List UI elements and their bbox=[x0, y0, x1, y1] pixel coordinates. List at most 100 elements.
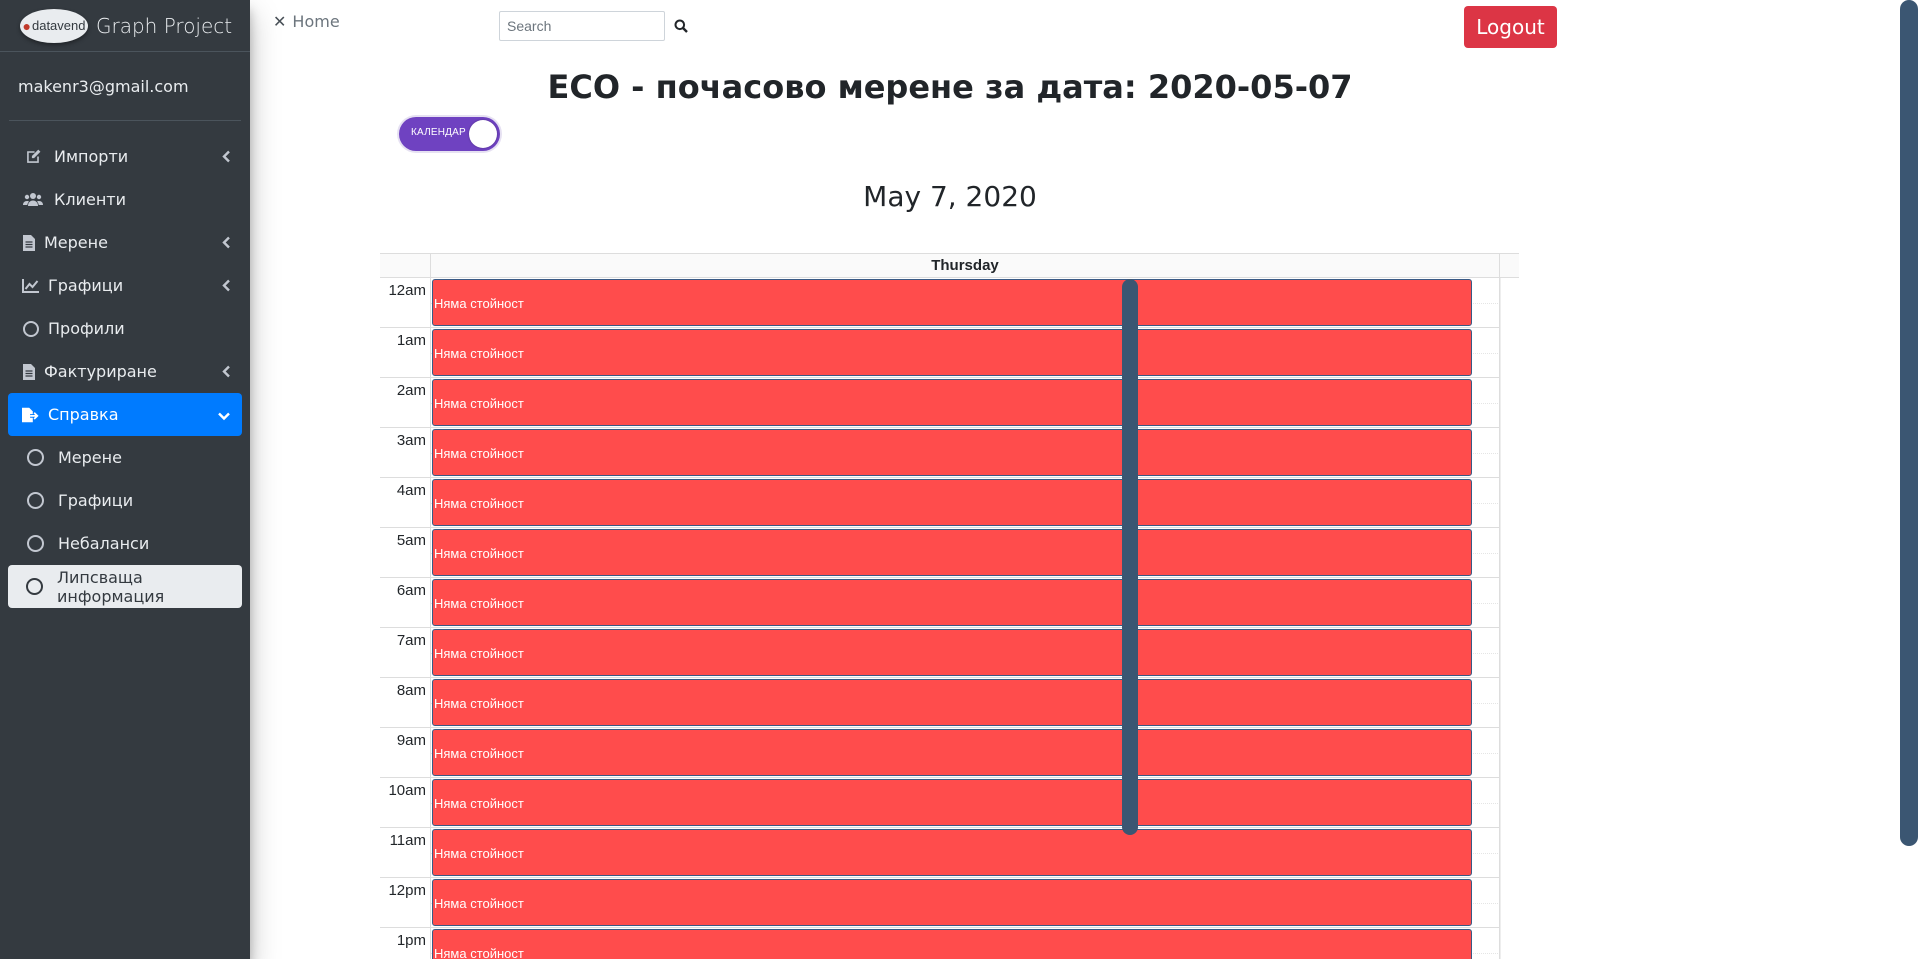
search-icon[interactable] bbox=[667, 11, 695, 41]
time-slot: 4am Няма стойност bbox=[380, 478, 1500, 528]
time-slot: 12am Няма стойност bbox=[380, 278, 1500, 328]
time-label: 12am bbox=[388, 282, 426, 299]
day-calendar: Thursday 12am Няма стойност 1am Няма стойно… bbox=[380, 253, 1519, 959]
brand-link[interactable]: ● datavend Graph Project bbox=[0, 0, 250, 52]
chart-line-icon bbox=[22, 278, 40, 293]
sidebar-item-invoicing[interactable]: Фактуриране bbox=[8, 350, 242, 393]
calendar-scrollbar-track[interactable] bbox=[1500, 278, 1519, 959]
time-slot: 10am Няма стойност bbox=[380, 778, 1500, 828]
time-slot: 9am Няма стойност bbox=[380, 728, 1500, 778]
calendar-scrollbar-thumb[interactable] bbox=[1122, 279, 1138, 835]
column-divider bbox=[1499, 728, 1500, 777]
users-icon bbox=[22, 192, 44, 207]
column-divider bbox=[430, 928, 431, 959]
column-divider bbox=[430, 378, 431, 427]
sidebar-item-measurement[interactable]: Мерене bbox=[8, 221, 242, 264]
calendar-event[interactable]: Няма стойност bbox=[432, 629, 1472, 676]
time-label: 8am bbox=[396, 682, 426, 699]
circle-icon bbox=[22, 320, 40, 337]
time-axis-header bbox=[380, 254, 431, 278]
home-link[interactable]: ✕ Home bbox=[273, 12, 340, 31]
calendar-event[interactable]: Няма стойност bbox=[432, 679, 1472, 726]
toggle-knob bbox=[469, 120, 497, 148]
sidebar-item-label: Небаланси bbox=[58, 534, 150, 553]
circle-icon bbox=[26, 449, 44, 466]
time-label: 2am bbox=[396, 382, 426, 399]
close-icon[interactable]: ✕ bbox=[273, 12, 287, 31]
circle-icon bbox=[26, 535, 44, 552]
search-input[interactable] bbox=[499, 11, 665, 41]
time-slot: 2am Няма стойност bbox=[380, 378, 1500, 428]
chevron-down-icon bbox=[218, 405, 230, 424]
calendar-event[interactable]: Няма стойност bbox=[432, 479, 1472, 526]
day-header: Thursday bbox=[431, 254, 1500, 278]
brand-logo: ● datavend bbox=[20, 8, 88, 43]
column-divider bbox=[1499, 878, 1500, 927]
calendar-event[interactable]: Няма стойност bbox=[432, 779, 1472, 826]
calendar-event[interactable]: Няма стойност bbox=[432, 329, 1472, 376]
sidebar-item-label: Графици bbox=[58, 491, 134, 510]
time-label: 1pm bbox=[396, 932, 426, 949]
chevron-left-icon bbox=[222, 147, 230, 166]
calendar-event[interactable]: Няма стойност bbox=[432, 279, 1472, 326]
sidebar-item-label: Графици bbox=[48, 276, 124, 295]
sidebar-item-label: Импорти bbox=[54, 147, 129, 166]
logout-button[interactable]: Logout bbox=[1464, 6, 1557, 48]
sidebar-subitem-imbalances[interactable]: Небаланси bbox=[8, 522, 242, 565]
sidebar-item-charts[interactable]: Графици bbox=[8, 264, 242, 307]
time-label: 1am bbox=[396, 332, 426, 349]
sidebar: ● datavend Graph Project makenr3@gmail.co… bbox=[0, 0, 250, 959]
circle-icon bbox=[26, 578, 43, 595]
column-divider bbox=[430, 578, 431, 627]
sidebar-item-clients[interactable]: Клиенти bbox=[8, 178, 242, 221]
calendar-event[interactable]: Няма стойност bbox=[432, 579, 1472, 626]
calendar-date-heading: May 7, 2020 bbox=[863, 180, 1037, 213]
time-label: 5am bbox=[396, 532, 426, 549]
column-divider bbox=[430, 778, 431, 827]
sidebar-item-reports[interactable]: Справка bbox=[8, 393, 242, 436]
sidebar-item-imports[interactable]: Импорти bbox=[8, 135, 242, 178]
sidebar-item-label: Мерене bbox=[58, 448, 122, 467]
calendar-toggle[interactable]: КАЛЕНДАР bbox=[399, 117, 500, 151]
time-label: 6am bbox=[396, 582, 426, 599]
brand-title: Graph Project bbox=[96, 13, 233, 38]
time-slot: 8am Няма стойност bbox=[380, 678, 1500, 728]
chevron-left-icon bbox=[222, 362, 230, 381]
sidebar-subitem-charts[interactable]: Графици bbox=[8, 479, 242, 522]
sidebar-item-label: Клиенти bbox=[54, 190, 127, 209]
calendar-event[interactable]: Няма стойност bbox=[432, 879, 1472, 926]
calendar-event[interactable]: Няма стойност bbox=[432, 829, 1472, 876]
sidebar-subitem-missing-info[interactable]: Липсваща информация bbox=[8, 565, 242, 608]
calendar-header: Thursday bbox=[380, 253, 1519, 278]
column-divider bbox=[1499, 778, 1500, 827]
column-divider bbox=[430, 628, 431, 677]
sidebar-item-profiles[interactable]: Профили bbox=[8, 307, 242, 350]
calendar-event[interactable]: Няма стойност bbox=[432, 379, 1472, 426]
calendar-event[interactable]: Няма стойност bbox=[432, 929, 1472, 959]
column-divider bbox=[1499, 678, 1500, 727]
page-scrollbar-thumb[interactable] bbox=[1900, 0, 1918, 846]
column-divider bbox=[430, 728, 431, 777]
time-slot: 11am Няма стойност bbox=[380, 828, 1500, 878]
column-divider bbox=[430, 828, 431, 877]
user-email[interactable]: makenr3@gmail.com bbox=[9, 52, 241, 121]
sidebar-item-label: Справка bbox=[48, 405, 119, 424]
column-divider bbox=[1499, 428, 1500, 477]
column-divider bbox=[1499, 528, 1500, 577]
column-divider bbox=[1499, 628, 1500, 677]
time-slot: 3am Няма стойност bbox=[380, 428, 1500, 478]
time-label: 12pm bbox=[388, 882, 426, 899]
calendar-event[interactable]: Няма стойност bbox=[432, 529, 1472, 576]
sidebar-subitem-measurement[interactable]: Мерене bbox=[8, 436, 242, 479]
sidebar-item-label: Мерене bbox=[44, 233, 108, 252]
calendar-event[interactable]: Няма стойност bbox=[432, 429, 1472, 476]
calendar-event[interactable]: Няма стойност bbox=[432, 729, 1472, 776]
circle-icon bbox=[26, 492, 44, 509]
column-divider bbox=[430, 328, 431, 377]
chevron-left-icon bbox=[222, 276, 230, 295]
column-divider bbox=[430, 878, 431, 927]
sidebar-item-label: Фактуриране bbox=[44, 362, 157, 381]
time-label: 10am bbox=[388, 782, 426, 799]
time-slot: 1am Няма стойност bbox=[380, 328, 1500, 378]
time-slot: 5am Няма стойност bbox=[380, 528, 1500, 578]
